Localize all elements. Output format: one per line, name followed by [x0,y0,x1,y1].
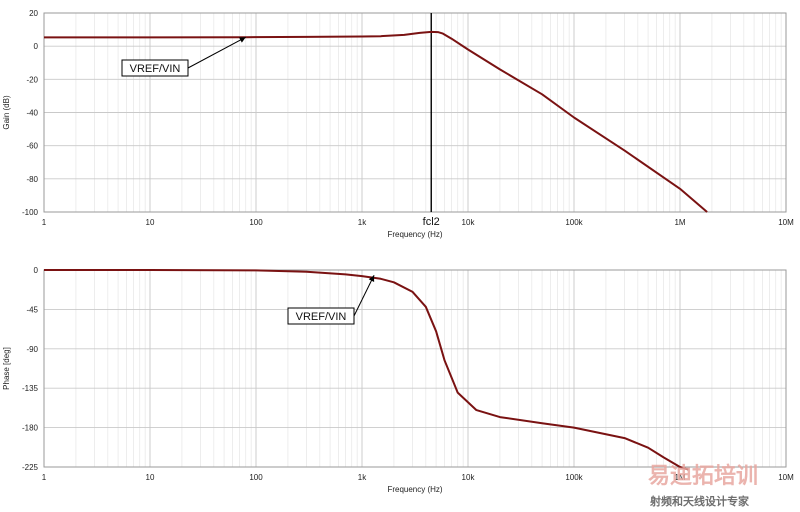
y-tick-label: -40 [26,109,38,118]
x-tick-label: 10M [778,218,794,227]
y-tick-label: 0 [34,42,39,51]
watermark-title: 易迪拓培训 [648,463,758,489]
x-tick-label: 1 [42,473,47,482]
y-tick-label: 0 [34,266,39,275]
watermark-subtitle: 射频和天线设计专家 [649,494,750,508]
x-tick-label: 100k [565,218,583,227]
x-tick-label: 100 [249,218,263,227]
y-tick-label: -80 [26,175,38,184]
x-tick-label: 1 [42,218,47,227]
gain-plot-panel: 1 10 100 1k 10k 100k 1M 10M 20 0 -20 -40 -60 -80 -100 F… [2,9,794,239]
y-tick-label: -100 [22,208,39,217]
y-tick-label: -60 [26,142,38,151]
y-tick-label: -135 [22,384,39,393]
y-axis-label: Gain (dB) [2,95,11,130]
fcl2-marker-label: fcl2 [423,216,440,228]
y-tick-label: -225 [22,463,39,472]
y-tick-label: -20 [26,75,38,84]
series-line-vref-vin [44,30,708,213]
series-line-vref-vin [44,269,689,471]
callout-box [121,59,189,77]
callout-arrowhead [368,275,375,282]
x-tick-label: 10k [462,218,476,227]
x-tick-label: 10k [462,473,476,482]
plot-frame [43,269,787,468]
y-tick-label: -45 [26,305,38,314]
callout-box [287,307,355,325]
x-tick-label: 100k [565,473,583,482]
x-tick-label: 10 [146,473,155,482]
y-axis-label: Phase [deg] [2,347,11,390]
x-tick-label: 1M [674,473,685,482]
phase-plot-panel: 1 10 100 1k 10k 100k 1M 10M 0 -45 -90 -135 -180 -225 F… [2,266,794,494]
y-tick-label: 20 [29,9,38,18]
callout-leader [353,275,375,317]
x-tick-label: 10M [778,473,794,482]
callout-leader [187,36,246,69]
x-tick-label: 1k [358,218,367,227]
y-tick-label: -90 [26,345,38,354]
x-axis-label: Frequency (Hz) [387,485,442,494]
callout-label: VREF/VIN [296,311,347,323]
x-tick-label: 1M [674,218,685,227]
callout-arrowhead [239,37,246,43]
x-tick-label: 100 [249,473,263,482]
x-tick-label: 10 [146,218,155,227]
plot-frame [43,12,787,213]
x-axis-label: Frequency (Hz) [387,230,442,239]
callout-label: VREF/VIN [130,63,181,75]
y-tick-label: -180 [22,424,39,433]
watermark: 易迪拓培训 射频和天线设计专家 [648,463,758,508]
x-tick-label: 1k [358,473,367,482]
